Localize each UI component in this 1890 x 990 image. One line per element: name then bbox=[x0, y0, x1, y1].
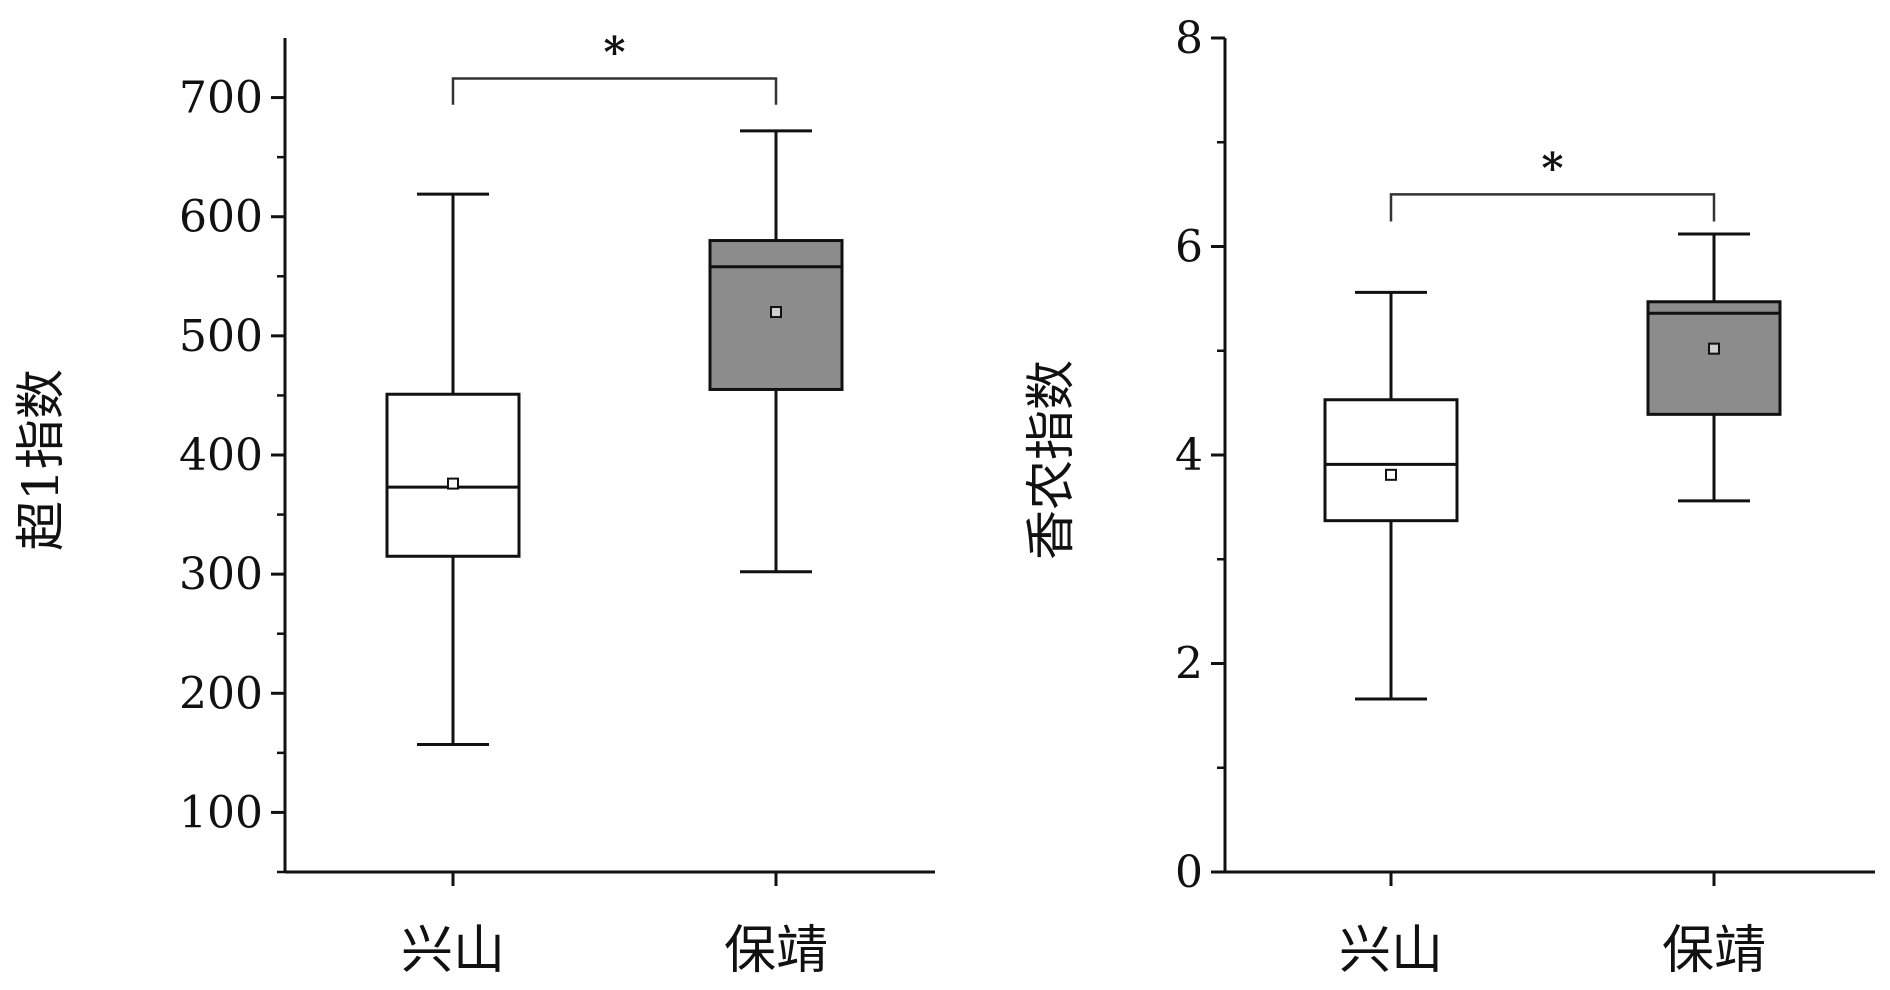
box-2 bbox=[1646, 232, 1782, 503]
y-tick-label: 100 bbox=[179, 787, 263, 838]
y-tick-label: 200 bbox=[179, 668, 263, 719]
iqr-box bbox=[1323, 398, 1459, 523]
mean-marker bbox=[447, 477, 459, 490]
significance-star: * bbox=[604, 28, 626, 77]
x-category-label: 保靖 bbox=[724, 921, 828, 981]
mean-marker bbox=[770, 306, 782, 319]
y-tick-label: 600 bbox=[179, 192, 263, 243]
x-category-label: 保靖 bbox=[1662, 921, 1766, 981]
x-category-label: 兴山 bbox=[1339, 921, 1443, 981]
x-category-label: 兴山 bbox=[401, 921, 505, 981]
y-tick-label: 500 bbox=[179, 311, 263, 362]
mean-marker bbox=[1708, 342, 1720, 355]
significance-bracket bbox=[1389, 193, 1716, 222]
significance-bracket bbox=[451, 77, 778, 105]
significance-star: * bbox=[1542, 143, 1564, 192]
y-tick-label: 400 bbox=[179, 430, 263, 481]
y-tick-label: 300 bbox=[179, 549, 263, 600]
box-1 bbox=[385, 192, 521, 747]
y-tick-label: 6 bbox=[1175, 222, 1203, 273]
y-tick-label: 0 bbox=[1175, 847, 1203, 898]
y-axis-title: 香农指数 bbox=[1022, 360, 1080, 560]
iqr-box bbox=[1646, 300, 1782, 416]
mean-marker bbox=[1385, 468, 1397, 481]
box-2 bbox=[708, 129, 844, 574]
y-axis-title: 超1指数 bbox=[12, 369, 70, 551]
y-tick-label: 700 bbox=[179, 73, 263, 124]
box-1 bbox=[1323, 290, 1459, 701]
y-tick-label: 2 bbox=[1175, 639, 1203, 690]
iqr-box bbox=[385, 392, 521, 558]
y-tick-label: 8 bbox=[1175, 13, 1203, 64]
y-tick-label: 4 bbox=[1175, 430, 1203, 481]
